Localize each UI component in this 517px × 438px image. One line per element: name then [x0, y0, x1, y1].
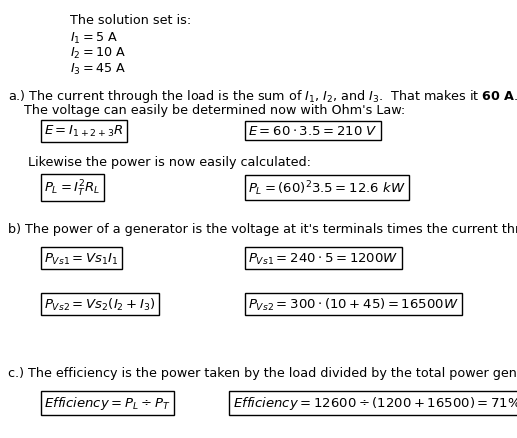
- Text: $\mathit{Efficiency} = P_L \div P_T$: $\mathit{Efficiency} = P_L \div P_T$: [44, 395, 170, 411]
- Text: $E = I_{1+2+3}R$: $E = I_{1+2+3}R$: [44, 124, 123, 139]
- Text: $E = 60\cdot3.5 = 210\ V$: $E = 60\cdot3.5 = 210\ V$: [248, 125, 378, 138]
- Text: $P_{Vs2} = Vs_2(I_2+I_3)$: $P_{Vs2} = Vs_2(I_2+I_3)$: [44, 297, 156, 312]
- Text: Likewise the power is now easily calculated:: Likewise the power is now easily calcula…: [28, 155, 311, 169]
- Text: $\mathit{Efficiency} = 12600 \div (1200+16500) = 71\%$: $\mathit{Efficiency} = 12600 \div (1200+…: [233, 395, 517, 411]
- Text: a.) The current through the load is the sum of $I_1$, $I_2$, and $I_3$.  That ma: a.) The current through the load is the …: [8, 88, 517, 105]
- Text: The solution set is:: The solution set is:: [70, 14, 191, 27]
- Text: $I_1 = 5$ A: $I_1 = 5$ A: [70, 31, 118, 46]
- Text: $P_{Vs1} = 240\cdot5 = 1200W$: $P_{Vs1} = 240\cdot5 = 1200W$: [248, 251, 399, 266]
- Text: $P_L = I_T^2 R_L$: $P_L = I_T^2 R_L$: [44, 178, 100, 198]
- Text: The voltage can easily be determined now with Ohm's Law:: The voltage can easily be determined now…: [8, 104, 405, 117]
- Text: $P_{Vs1} = Vs_1 I_1$: $P_{Vs1} = Vs_1 I_1$: [44, 251, 119, 266]
- Text: b) The power of a generator is the voltage at it's terminals times the current t: b) The power of a generator is the volta…: [8, 223, 517, 236]
- Text: c.) The efficiency is the power taken by the load divided by the total power gen: c.) The efficiency is the power taken by…: [8, 367, 517, 380]
- Text: $I_2 = 10$ A: $I_2 = 10$ A: [70, 46, 126, 61]
- Text: $P_L = (60)^2 3.5 = 12.6\ kW$: $P_L = (60)^2 3.5 = 12.6\ kW$: [248, 179, 406, 198]
- Text: $P_{Vs2} = 300\cdot(10+45) = 16500W$: $P_{Vs2} = 300\cdot(10+45) = 16500W$: [248, 297, 459, 312]
- Text: $I_3 = 45$ A: $I_3 = 45$ A: [70, 62, 126, 77]
